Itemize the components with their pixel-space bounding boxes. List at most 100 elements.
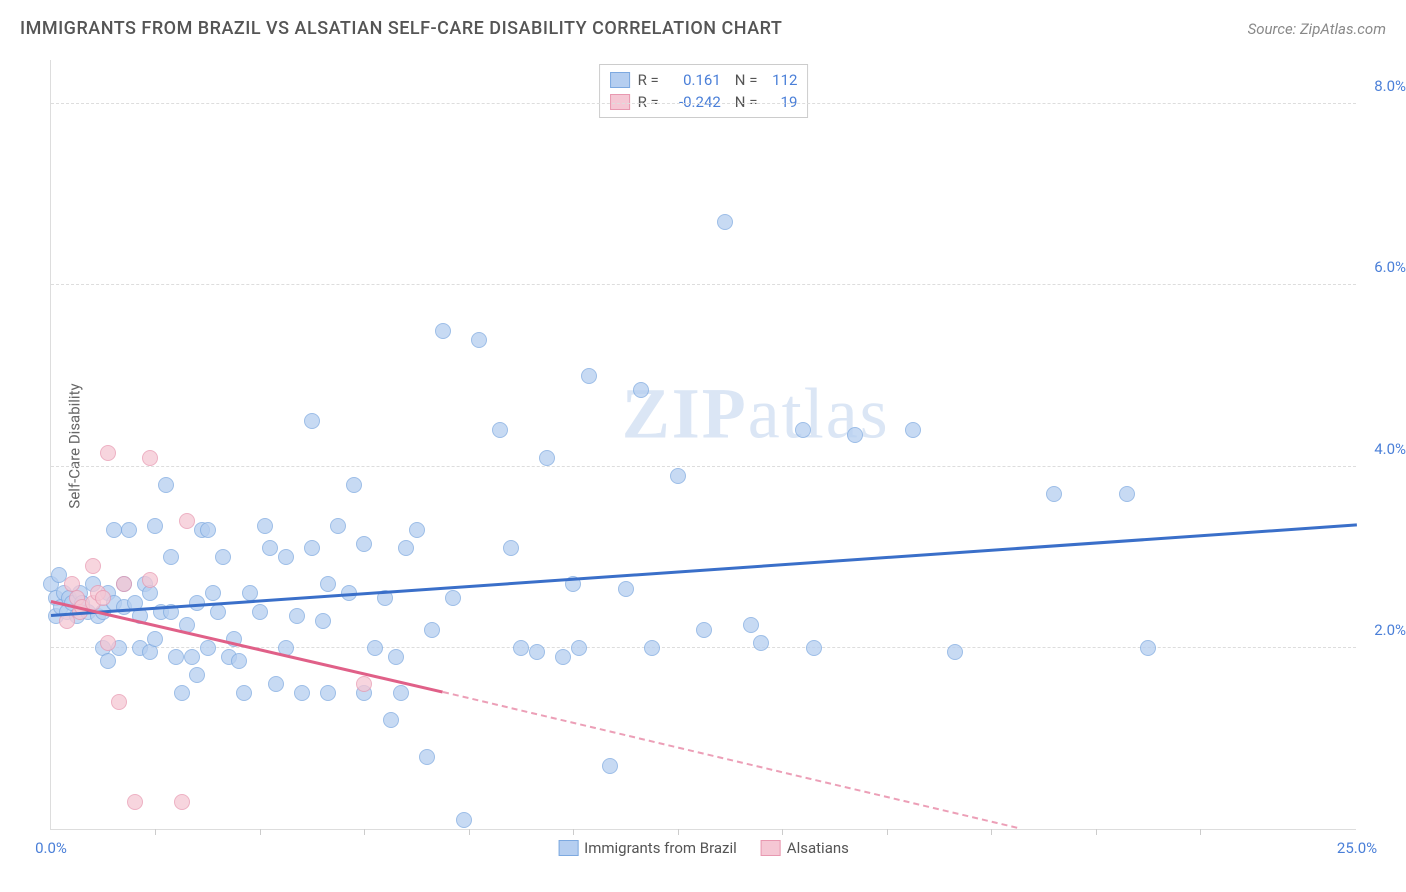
data-point	[106, 522, 122, 538]
data-point	[644, 640, 660, 656]
data-point	[388, 649, 404, 665]
data-point	[409, 522, 425, 538]
data-point	[905, 422, 921, 438]
plot-area: ZIPatlas R =0.161N =112R =-0.242N =19 Im…	[50, 60, 1356, 830]
data-point	[356, 676, 372, 692]
legend-r-value: -0.242	[667, 93, 721, 111]
data-point	[147, 631, 163, 647]
x-tick-mark	[469, 829, 470, 835]
data-point	[85, 558, 101, 574]
x-tick-label: 25.0%	[1337, 839, 1377, 857]
correlation-legend: R = 0.161 N = 112 R = -0.242 N = 19	[599, 64, 809, 118]
data-point	[294, 685, 310, 701]
x-tick-mark	[364, 829, 365, 835]
data-point	[424, 622, 440, 638]
x-tick-mark	[782, 829, 783, 835]
legend-item: Alsatians	[761, 839, 849, 857]
data-point	[252, 604, 268, 620]
legend-n-value: 19	[765, 93, 797, 111]
data-point	[158, 477, 174, 493]
legend-swatch	[610, 94, 630, 110]
x-tick-mark	[678, 829, 679, 835]
data-point	[1046, 486, 1062, 502]
data-point	[696, 622, 712, 638]
data-point	[717, 214, 733, 230]
data-point	[257, 518, 273, 534]
data-point	[127, 794, 143, 810]
data-point	[529, 644, 545, 660]
x-tick-mark	[260, 829, 261, 835]
legend-item: Immigrants from Brazil	[558, 839, 737, 857]
legend-n-label: N =	[735, 71, 758, 89]
legend-n-value: 112	[765, 71, 797, 89]
x-tick-mark	[155, 829, 156, 835]
data-point	[95, 590, 111, 606]
data-point	[100, 445, 116, 461]
data-point	[795, 422, 811, 438]
trend-line	[51, 523, 1357, 616]
data-point	[278, 549, 294, 565]
data-point	[200, 640, 216, 656]
legend-r-label: R =	[638, 93, 659, 111]
data-point	[367, 640, 383, 656]
legend-r-label: R =	[638, 71, 659, 89]
data-point	[947, 644, 963, 660]
x-tick-mark	[573, 829, 574, 835]
data-point	[147, 518, 163, 534]
data-point	[179, 513, 195, 529]
x-tick-mark	[1200, 829, 1201, 835]
data-point	[205, 585, 221, 601]
x-tick-mark	[887, 829, 888, 835]
data-point	[633, 382, 649, 398]
data-point	[304, 413, 320, 429]
data-point	[184, 649, 200, 665]
data-point	[100, 635, 116, 651]
legend-swatch	[761, 840, 781, 856]
data-point	[304, 540, 320, 556]
data-point	[262, 540, 278, 556]
data-point	[503, 540, 519, 556]
data-point	[189, 667, 205, 683]
gridline	[51, 284, 1356, 285]
data-point	[398, 540, 414, 556]
data-point	[806, 640, 822, 656]
data-point	[174, 794, 190, 810]
x-tick-mark	[1096, 829, 1097, 835]
data-point	[419, 749, 435, 765]
legend-swatch	[558, 840, 578, 856]
gridline	[51, 103, 1356, 104]
y-tick-label: 2.0%	[1364, 621, 1406, 639]
data-point	[330, 518, 346, 534]
data-point	[1140, 640, 1156, 656]
trend-line-dashed	[443, 691, 1018, 829]
watermark: ZIPatlas	[622, 372, 890, 455]
data-point	[289, 608, 305, 624]
x-tick-label: 0.0%	[35, 839, 67, 857]
chart-container: IMMIGRANTS FROM BRAZIL VS ALSATIAN SELF-…	[0, 0, 1406, 892]
data-point	[555, 649, 571, 665]
data-point	[268, 676, 284, 692]
legend-label: Alsatians	[787, 839, 849, 857]
data-point	[215, 549, 231, 565]
data-point	[346, 477, 362, 493]
y-tick-label: 4.0%	[1364, 440, 1406, 458]
data-point	[743, 617, 759, 633]
data-point	[393, 685, 409, 701]
data-point	[456, 812, 472, 828]
legend-row: R = -0.242 N = 19	[610, 91, 798, 113]
data-point	[236, 685, 252, 701]
legend-r-value: 0.161	[667, 71, 721, 89]
data-point	[513, 640, 529, 656]
data-point	[383, 712, 399, 728]
data-point	[445, 590, 461, 606]
data-point	[753, 635, 769, 651]
legend-row: R = 0.161 N = 112	[610, 69, 798, 91]
data-point	[200, 522, 216, 538]
x-tick-mark	[991, 829, 992, 835]
legend-n-label: N =	[735, 93, 758, 111]
data-point	[602, 758, 618, 774]
data-point	[142, 572, 158, 588]
legend-swatch	[610, 72, 630, 88]
data-point	[1119, 486, 1135, 502]
data-point	[847, 427, 863, 443]
